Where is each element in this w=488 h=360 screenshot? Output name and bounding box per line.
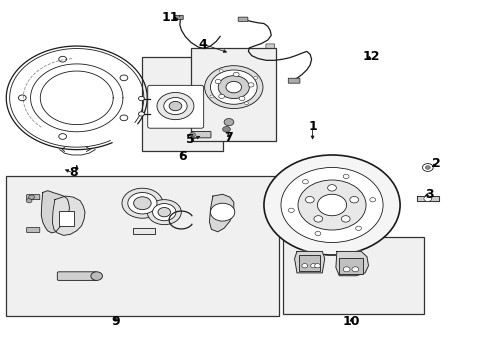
Circle shape — [218, 76, 249, 99]
Bar — [339, 258, 362, 274]
Circle shape — [288, 208, 294, 212]
Circle shape — [343, 267, 349, 272]
Bar — [59, 211, 74, 226]
Text: 2: 2 — [431, 157, 440, 170]
Text: 7: 7 — [224, 131, 233, 144]
Polygon shape — [41, 191, 69, 233]
Circle shape — [91, 272, 102, 280]
Circle shape — [302, 180, 308, 184]
Circle shape — [219, 69, 223, 72]
Bar — [191, 48, 276, 141]
Circle shape — [29, 195, 34, 199]
Text: 1: 1 — [307, 120, 316, 133]
Text: 4: 4 — [199, 38, 207, 51]
Text: 5: 5 — [185, 134, 194, 147]
Text: 3: 3 — [424, 188, 433, 201]
Text: 8: 8 — [69, 166, 78, 179]
Circle shape — [210, 203, 234, 221]
Bar — [298, 255, 320, 271]
Circle shape — [147, 200, 181, 225]
Circle shape — [233, 72, 239, 77]
Text: 10: 10 — [342, 315, 360, 328]
Polygon shape — [416, 196, 438, 201]
Circle shape — [314, 264, 320, 268]
FancyBboxPatch shape — [287, 78, 299, 83]
Circle shape — [152, 203, 176, 221]
Circle shape — [222, 126, 230, 132]
Circle shape — [247, 83, 253, 87]
Circle shape — [349, 197, 358, 203]
Circle shape — [423, 196, 431, 202]
Circle shape — [317, 194, 346, 216]
Circle shape — [281, 167, 382, 243]
Text: 9: 9 — [111, 315, 120, 328]
Circle shape — [169, 102, 182, 111]
Circle shape — [264, 155, 399, 255]
Circle shape — [210, 70, 257, 104]
Circle shape — [369, 198, 375, 202]
Circle shape — [209, 95, 213, 98]
Polygon shape — [209, 194, 233, 232]
Polygon shape — [294, 251, 324, 273]
Circle shape — [422, 163, 432, 171]
Circle shape — [189, 132, 195, 137]
FancyBboxPatch shape — [265, 44, 274, 48]
Circle shape — [310, 264, 316, 268]
Circle shape — [297, 180, 366, 230]
Polygon shape — [52, 196, 85, 235]
Circle shape — [218, 94, 224, 99]
Circle shape — [224, 118, 233, 126]
Polygon shape — [335, 251, 368, 276]
Circle shape — [204, 66, 263, 109]
Circle shape — [239, 96, 244, 101]
Circle shape — [215, 79, 221, 84]
Circle shape — [301, 264, 307, 268]
Circle shape — [122, 188, 163, 218]
Circle shape — [26, 199, 32, 203]
FancyBboxPatch shape — [191, 131, 210, 138]
Text: 6: 6 — [178, 150, 186, 163]
Circle shape — [305, 197, 314, 203]
Text: 11: 11 — [162, 11, 179, 24]
Bar — [132, 228, 154, 234]
Circle shape — [244, 102, 248, 105]
Circle shape — [341, 216, 349, 222]
Bar — [6, 176, 278, 316]
Circle shape — [225, 81, 241, 93]
Circle shape — [158, 207, 170, 217]
Circle shape — [355, 226, 361, 230]
FancyBboxPatch shape — [147, 85, 203, 128]
Circle shape — [313, 216, 322, 222]
FancyBboxPatch shape — [174, 15, 183, 19]
Circle shape — [163, 98, 187, 114]
Circle shape — [253, 76, 257, 79]
Circle shape — [138, 96, 144, 101]
Circle shape — [327, 185, 336, 191]
Circle shape — [138, 112, 144, 116]
Circle shape — [343, 174, 348, 179]
Circle shape — [127, 193, 157, 214]
Bar — [283, 237, 424, 314]
Circle shape — [425, 166, 429, 169]
Text: 12: 12 — [362, 50, 379, 63]
FancyBboxPatch shape — [57, 272, 97, 280]
FancyBboxPatch shape — [27, 228, 40, 233]
FancyBboxPatch shape — [27, 195, 40, 200]
Circle shape — [314, 231, 320, 236]
Circle shape — [157, 93, 194, 120]
Bar — [142, 57, 222, 152]
Circle shape — [351, 267, 358, 272]
Circle shape — [133, 197, 151, 210]
FancyBboxPatch shape — [238, 17, 247, 21]
